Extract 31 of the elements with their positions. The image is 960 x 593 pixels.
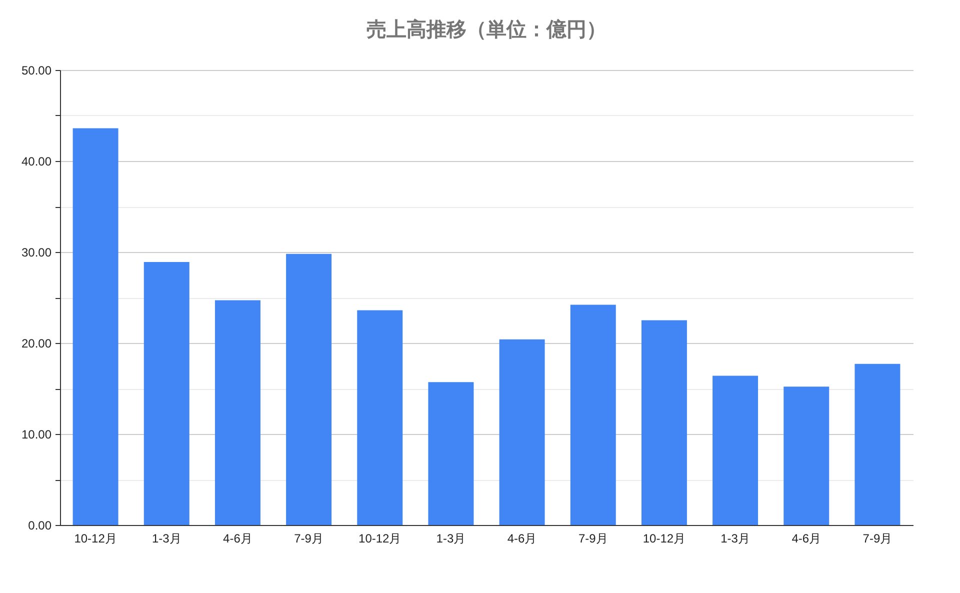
bar bbox=[712, 376, 758, 525]
x-tick-label: 10-12月 bbox=[642, 532, 686, 546]
bar bbox=[784, 386, 830, 525]
bar bbox=[641, 320, 687, 525]
x-tick-label: 1-3月 bbox=[152, 532, 182, 546]
x-tick-label: 4-6月 bbox=[223, 532, 252, 546]
y-tick-label: 10.00 bbox=[21, 428, 52, 442]
x-tick-label: 10-12月 bbox=[74, 532, 117, 546]
bar bbox=[854, 364, 900, 525]
x-tick-label: 1-3月 bbox=[720, 532, 750, 546]
x-tick-label: 10-12月 bbox=[358, 532, 402, 546]
x-tick-label: 4-6月 bbox=[507, 532, 537, 546]
chart-title: 売上高推移（単位：億円） bbox=[366, 18, 606, 41]
bar bbox=[570, 304, 616, 525]
bar bbox=[72, 128, 118, 525]
y-tick-label: 30.00 bbox=[21, 246, 52, 260]
bar bbox=[214, 300, 260, 525]
bar bbox=[499, 339, 545, 525]
bar bbox=[286, 254, 332, 525]
y-tick-label: 0.00 bbox=[28, 518, 52, 532]
bar bbox=[428, 382, 474, 525]
x-tick-label: 1-3月 bbox=[436, 532, 466, 546]
x-tick-label: 4-6月 bbox=[792, 532, 822, 546]
y-tick-label: 40.00 bbox=[21, 154, 52, 168]
bar bbox=[144, 262, 190, 525]
y-tick-label: 20.00 bbox=[21, 336, 52, 350]
y-tick-label: 50.00 bbox=[21, 64, 52, 78]
x-tick-label: 7-9月 bbox=[294, 532, 324, 546]
bar bbox=[357, 310, 403, 525]
x-tick-label: 7-9月 bbox=[578, 532, 608, 546]
x-tick-label: 7-9月 bbox=[862, 532, 892, 546]
